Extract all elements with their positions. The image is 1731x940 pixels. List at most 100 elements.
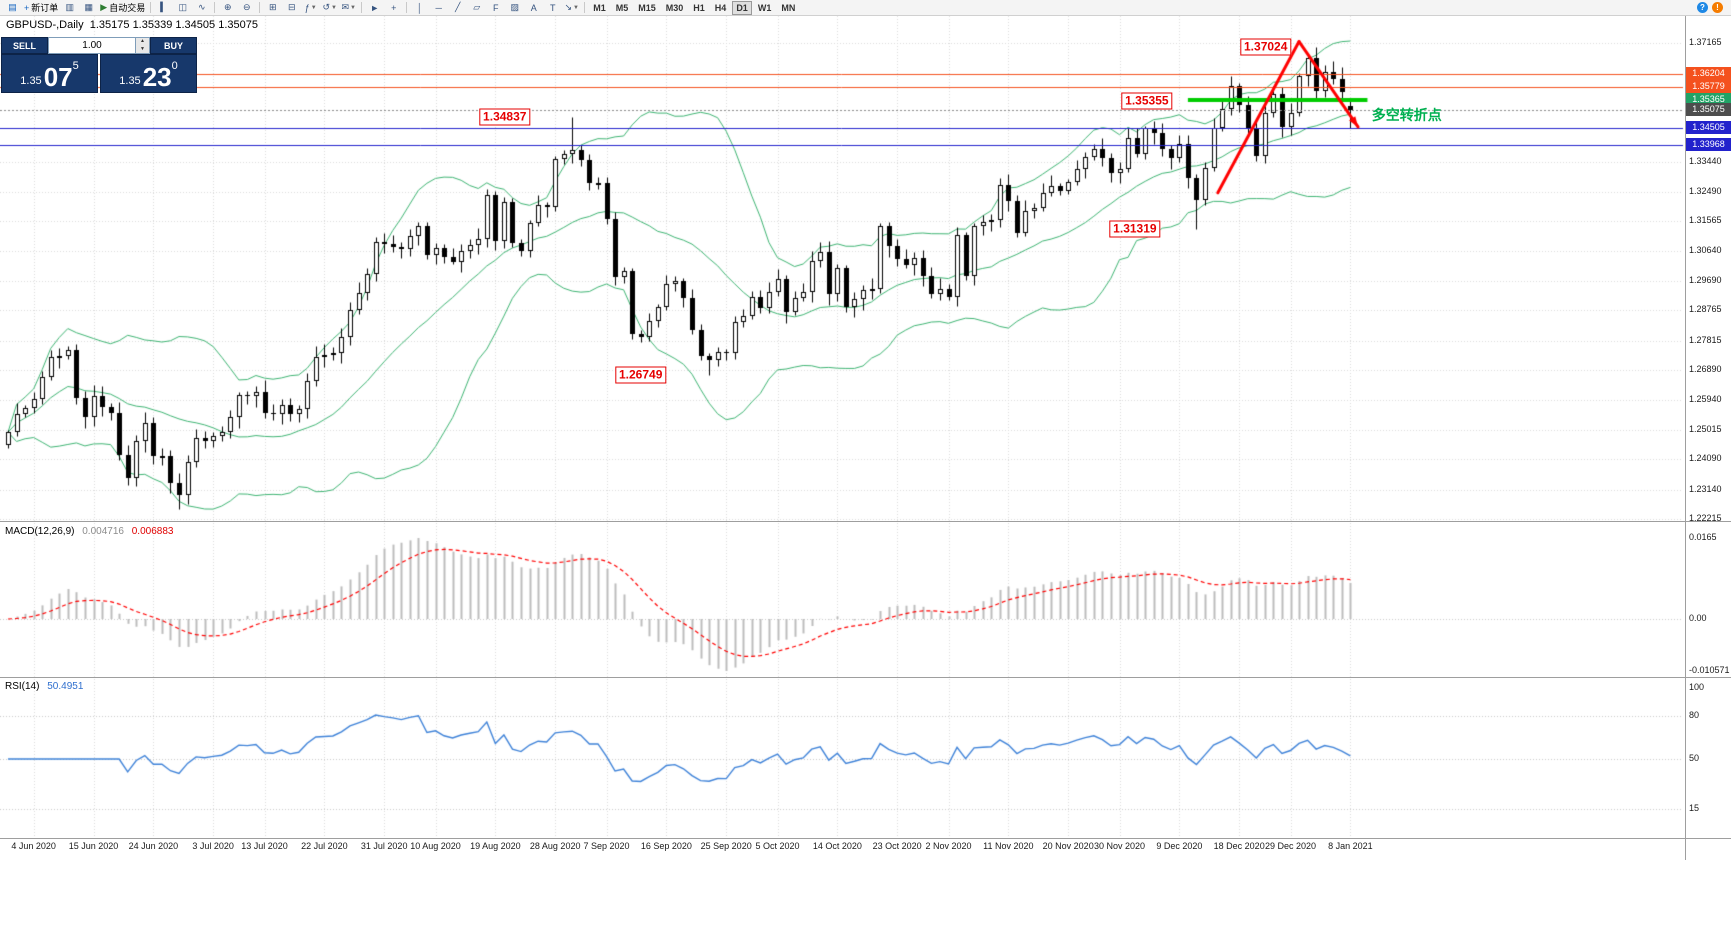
one-click-trading-panel: SELL ▲ ▼ BUY 1.35 07 5 1.35 23 0: [1, 37, 197, 93]
price-annotation[interactable]: 1.26749: [614, 366, 667, 384]
timeframe-d1[interactable]: D1: [732, 0, 752, 15]
price-axis-label: 1.26890: [1689, 364, 1722, 375]
periods-icon[interactable]: ↺ ▼: [322, 2, 337, 12]
timeframe-m1[interactable]: M1: [593, 2, 606, 13]
macd-indicator-header: MACD(12,26,9) 0.004716 0.006883: [5, 526, 173, 537]
trendline-icon[interactable]: ╱: [455, 2, 461, 12]
rsi-axis-label: 15: [1689, 802, 1700, 813]
chart-profiles-icon[interactable]: ▥: [65, 2, 75, 12]
bar-chart-icon[interactable]: ▍: [160, 2, 168, 12]
volume-input[interactable]: [49, 38, 135, 53]
chart-window-icon[interactable]: ▤: [8, 2, 17, 12]
data-window-icon[interactable]: ▦: [84, 2, 94, 12]
date-axis-label: 18 Dec 2020: [1213, 841, 1265, 851]
timeframe-mn[interactable]: MN: [781, 2, 796, 13]
date-axis-label: 7 Sep 2020: [583, 841, 630, 851]
macd-label: MACD(12,26,9): [5, 526, 75, 537]
sell-button[interactable]: SELL: [1, 37, 48, 54]
candlestick-chart-icon[interactable]: ◫: [178, 2, 187, 12]
price-axis-label: 1.29690: [1689, 275, 1722, 285]
macd-signal-value: 0.006883: [131, 526, 174, 537]
indicators-icon[interactable]: ƒ ▼: [304, 2, 317, 13]
date-axis-label: 31 Jul 2020: [360, 841, 408, 851]
toolbar-right-icons: ?!: [1693, 2, 1728, 13]
price-badge: 1.33968: [1686, 137, 1731, 151]
vertical-line-icon[interactable]: │: [416, 2, 423, 13]
line-chart-icon[interactable]: ∿: [197, 2, 206, 12]
date-axis-label: 24 Jun 2020: [128, 841, 179, 851]
fibonacci-icon[interactable]: F: [492, 2, 499, 13]
tile-windows-icon[interactable]: ⊞: [268, 2, 277, 12]
price-annotation[interactable]: 1.37024: [1240, 38, 1292, 56]
volume-field: ▲ ▼: [48, 37, 150, 54]
buy-price[interactable]: 1.35 23 0: [100, 54, 197, 93]
arrows-icon[interactable]: ↘ ▼: [564, 2, 579, 12]
sell-price-prefix: 1.35: [20, 75, 42, 87]
symbol-label: GBPUSD-,Daily: [6, 19, 84, 31]
timeframe-m30[interactable]: M30: [665, 2, 684, 13]
date-axis-label: 14 Oct 2020: [812, 841, 862, 851]
date-axis-label: 29 Dec 2020: [1264, 841, 1317, 851]
alerts-icon[interactable]: !: [1712, 2, 1723, 13]
date-axis-label: 9 Dec 2020: [1156, 841, 1203, 851]
horizontal-line-icon[interactable]: ─: [435, 2, 442, 13]
sell-price[interactable]: 1.35 07 5: [1, 54, 98, 93]
zoom-out-icon[interactable]: ⊖: [242, 2, 251, 12]
crosshair-icon[interactable]: +: [391, 2, 397, 13]
panel-separator[interactable]: [0, 521, 1731, 522]
help-icon[interactable]: ?: [1697, 2, 1708, 13]
text-icon[interactable]: A: [530, 2, 537, 13]
price-annotation[interactable]: 1.34837: [479, 108, 531, 126]
toolbar-separator: [406, 2, 408, 13]
timeframe-h4[interactable]: H4: [714, 2, 727, 13]
new-order-button[interactable]: + 新订单: [24, 2, 59, 14]
price-annotation[interactable]: 1.31319: [1109, 220, 1161, 238]
macd-main-value: 0.004716: [82, 526, 124, 537]
date-axis-label: 30 Nov 2020: [1093, 841, 1146, 851]
date-axis-label: 13 Jul 2020: [241, 841, 288, 851]
buy-price-sup: 0: [171, 60, 178, 72]
shapes-icon[interactable]: ▨: [510, 2, 519, 12]
date-axis-label: 5 Oct 2020: [755, 841, 800, 851]
rsi-indicator-header: RSI(14) 50.4951: [5, 681, 83, 692]
price-badge: 1.36204: [1686, 66, 1731, 80]
date-axis-label: 19 Aug 2020: [470, 841, 521, 851]
chevron-down-icon: ▼: [310, 4, 317, 11]
channel-icon[interactable]: ▱: [473, 2, 481, 12]
panel-separator[interactable]: [0, 838, 1731, 839]
date-axis-label: 22 Jul 2020: [301, 841, 348, 851]
timeframe-m5[interactable]: M5: [615, 2, 629, 13]
rsi-axis-label: 100: [1689, 682, 1705, 692]
price-axis-label: 1.23140: [1689, 483, 1722, 494]
rsi-label: RSI(14): [5, 681, 40, 692]
chevron-down-icon: ▼: [331, 4, 337, 11]
chevron-down-icon: ▼: [573, 4, 579, 11]
timeframe-w1[interactable]: W1: [757, 2, 772, 13]
price-axis-border: [1685, 16, 1686, 860]
toolbar-buttons: ▤ + 新订单 ▥ ▦ ▶ 自动交易 ▍ ◫ ∿ ⊕ ⊖ ⊞ ⊟ ƒ ▼ ↺ ▼ ✉ ▼ ► + │ ─ ╱ ▱ F ▨ A T ↘ ▼: [3, 1, 588, 15]
timeframe-m15[interactable]: M15: [638, 2, 656, 13]
templates-icon[interactable]: ✉ ▼: [341, 2, 356, 12]
sell-price-sup: 5: [72, 60, 79, 72]
price-badge: 1.35779: [1686, 80, 1731, 94]
auto-arrange-icon[interactable]: ⊟: [287, 2, 296, 12]
price-annotation[interactable]: 1.35355: [1121, 92, 1173, 110]
timeframe-h1[interactable]: H1: [693, 2, 705, 13]
date-axis-label: 23 Oct 2020: [872, 841, 922, 851]
volume-down-icon[interactable]: ▼: [136, 45, 149, 53]
zoom-in-icon[interactable]: ⊕: [223, 2, 232, 12]
volume-stepper[interactable]: ▲ ▼: [135, 38, 149, 53]
timeframe-toolbar: M1 M5 M15 M30 H1 H4 D1 W1 MN: [588, 0, 800, 15]
buy-button[interactable]: BUY: [150, 37, 197, 54]
panel-separator[interactable]: [0, 677, 1731, 678]
price-axis-label: 1.22215: [1689, 513, 1722, 523]
cursor-icon[interactable]: ►: [370, 2, 380, 13]
macd-axis-label: 0.0165: [1689, 532, 1717, 542]
auto-trading-button[interactable]: ▶ 自动交易: [100, 2, 146, 13]
volume-up-icon[interactable]: ▲: [136, 38, 149, 46]
text-label-icon[interactable]: T: [549, 2, 556, 13]
chart-text-annotation[interactable]: 多空转折点: [1371, 107, 1442, 124]
sell-price-big: 07: [43, 62, 73, 92]
